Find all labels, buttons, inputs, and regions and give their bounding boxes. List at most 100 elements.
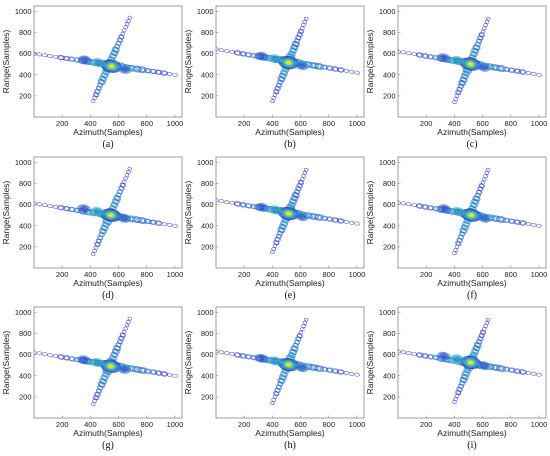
secondary-lobe [299, 214, 305, 219]
range-sidelobe-ring [124, 22, 130, 26]
x-tick-label: 200 [56, 270, 69, 279]
secondary-lobe [437, 53, 451, 63]
range-sidelobe-ring [300, 327, 305, 332]
azimuth-sidelobe-ring [497, 65, 505, 72]
x-tick-label: 200 [56, 420, 69, 429]
azimuth-sidelobe-ring [128, 366, 135, 371]
y-tick-label: 800 [201, 329, 214, 338]
azimuth-sidelobe-ring [331, 66, 340, 72]
range-sidelobe-ring [479, 32, 484, 37]
range-sidelobe-ring [486, 167, 491, 172]
x-tick-label: 800 [323, 119, 336, 128]
azimuth-sidelobe-ring [327, 368, 333, 373]
x-tick-label: 600 [112, 420, 125, 429]
range-sidelobe-ring [480, 29, 486, 34]
azimuth-sidelobe-ring [415, 203, 424, 209]
azimuth-sidelobe-ring [433, 55, 439, 60]
panel-b: 200 400 600 800 1000 200 400 600 800 1000 Azimuth(… [183, 5, 365, 150]
y-tick-label: 200 [201, 392, 214, 401]
x-tick-label: 800 [505, 420, 518, 429]
range-sidelobe-ring [278, 72, 287, 79]
azimuth-sidelobe-ring [58, 355, 64, 359]
azimuth-sidelobe-ring [233, 50, 242, 56]
azimuth-sidelobe-ring [406, 51, 412, 56]
x-tick-label: 400 [266, 420, 279, 429]
y-tick-label: 1000 [379, 308, 396, 317]
azimuth-sidelobe-ring [155, 70, 162, 75]
azimuth-sidelobe-ring [485, 363, 496, 370]
range-sidelobe-ring [462, 70, 470, 77]
secondary-lobe [272, 359, 278, 363]
azimuth-sidelobe-ring [433, 206, 439, 211]
azimuth-sidelobe-ring [131, 216, 143, 224]
range-sidelobe-ring [304, 16, 309, 21]
azimuth-sidelobe-ring [134, 67, 140, 71]
azimuth-sidelobe-ring [502, 66, 511, 72]
secondary-lobe [255, 51, 269, 61]
azimuth-sidelobe-ring [486, 364, 495, 370]
azimuth-sidelobe-ring [131, 366, 143, 373]
range-sidelobe-ring [102, 221, 110, 228]
y-axis-label: Range(Samples) [365, 29, 375, 93]
azimuth-sidelobe-ring [518, 69, 527, 75]
range-sidelobe-ring [123, 176, 128, 181]
azimuth-sidelobe-ring [143, 368, 152, 374]
azimuth-sidelobe-ring [52, 205, 59, 209]
azimuth-sidelobe-ring [95, 360, 103, 366]
azimuth-sidelobe-ring [315, 365, 323, 371]
secondary-lobe [455, 209, 461, 214]
azimuth-sidelobe-ring [320, 366, 329, 372]
azimuth-sidelobe-ring [63, 206, 70, 211]
range-sidelobe-ring [452, 100, 457, 104]
secondary-lobe [117, 213, 131, 223]
azimuth-sidelobe-ring [63, 355, 70, 360]
range-sidelobe-ring [126, 19, 131, 23]
azimuth-sidelobe-ring [519, 70, 526, 74]
range-sidelobe-ring [471, 348, 480, 355]
range-sidelobe-ring [270, 99, 275, 103]
azimuth-sidelobe-ring [261, 206, 268, 211]
y-tick-label: 200 [19, 242, 32, 251]
panel-e: 200 400 600 800 1000 200 400 600 800 1000 Azimuth(… [183, 156, 365, 301]
azimuth-sidelobe-ring [126, 215, 137, 223]
azimuth-sidelobe-ring [47, 204, 54, 208]
range-sidelobe-ring [482, 177, 487, 182]
range-sidelobe-ring [271, 247, 276, 251]
main-lobe-level [286, 363, 291, 367]
range-sidelobe-ring [100, 224, 109, 232]
secondary-lobe [441, 206, 448, 211]
range-sidelobe-ring [290, 44, 299, 51]
y-axis-label: Range(Samples) [1, 330, 11, 394]
azimuth-sidelobe-ring [354, 70, 360, 75]
azimuth-sidelobe-ring [398, 200, 401, 205]
range-sidelobe-ring [102, 371, 110, 378]
azimuth-sidelobe-ring [313, 214, 325, 221]
azimuth-sidelobe-ring [160, 371, 169, 377]
azimuth-sidelobe-ring [36, 52, 43, 57]
x-axis-label: Azimuth(Samples) [73, 278, 143, 288]
range-sidelobe-ring [120, 31, 125, 36]
secondary-lobe [299, 365, 305, 370]
azimuth-sidelobe-ring [325, 216, 334, 222]
range-sidelobe-ring [300, 26, 305, 30]
y-tick-label: 600 [383, 200, 396, 209]
azimuth-sidelobe-ring [336, 67, 345, 73]
y-tick-label: 800 [201, 179, 214, 188]
range-sidelobe-ring [472, 44, 481, 51]
azimuth-sidelobe-ring [218, 199, 225, 204]
secondary-lobe [81, 357, 87, 362]
azimuth-sidelobe-ring [143, 218, 152, 225]
y-tick-label: 800 [201, 28, 214, 37]
azimuth-sidelobe-ring [503, 367, 510, 372]
azimuth-sidelobe-ring [63, 56, 70, 61]
range-sidelobe-ring [452, 251, 457, 255]
secondary-lobe [295, 61, 309, 71]
range-sidelobe-ring [278, 374, 287, 381]
azimuth-sidelobe-ring [438, 207, 445, 212]
range-sidelobe-ring [479, 183, 484, 188]
y-tick-label: 400 [201, 70, 214, 79]
azimuth-sidelobe-ring [507, 218, 516, 224]
azimuth-sidelobe-ring [77, 57, 88, 65]
azimuth-sidelobe-ring [411, 352, 418, 356]
range-sidelobe-ring [109, 53, 117, 60]
